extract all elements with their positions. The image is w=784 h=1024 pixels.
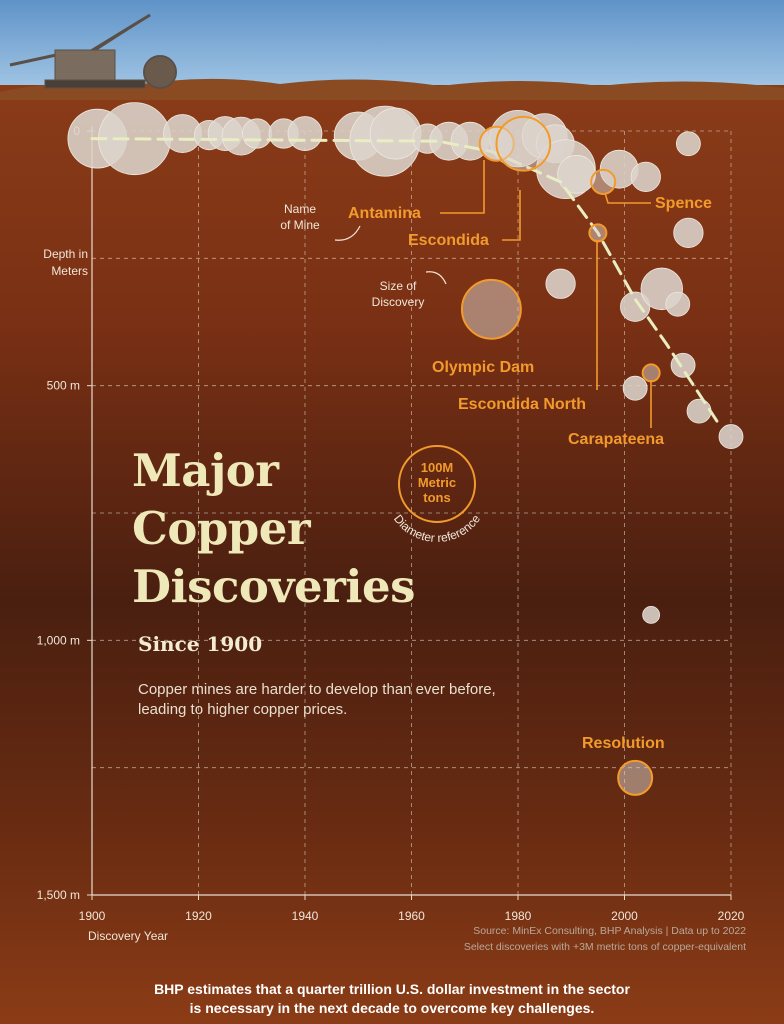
mine-label: Olympic Dam [432, 359, 534, 376]
y-axis-label-line-2: Meters [51, 264, 88, 278]
x-axis-label: Discovery Year [88, 929, 168, 943]
source-line-2: Select discoveries with +3M metric tons … [464, 939, 746, 955]
name-hint-line-1: Name [284, 202, 316, 216]
name-hint-line-2: of Mine [280, 218, 320, 232]
discovery-bubble [666, 292, 690, 316]
discovery-bubble [288, 117, 322, 151]
x-tick-label: 1920 [185, 909, 212, 923]
chart-subtitle: Since 1900 [138, 632, 262, 656]
discovery-bubble [719, 425, 743, 449]
discovery-bubble [558, 155, 596, 193]
discovery-bubble [687, 399, 711, 423]
named-mine-bubble [618, 761, 652, 795]
named-mine-bubble [496, 117, 550, 171]
mine-label: Carapateena [568, 431, 664, 448]
discovery-bubble [674, 218, 703, 247]
discovery-bubble [623, 376, 647, 400]
mine-label: Escondida [408, 232, 489, 249]
discovery-bubble [676, 132, 700, 156]
title-line-1: Major [132, 442, 532, 500]
named-mine-bubble [589, 224, 606, 241]
footer-line-2: is necessary in the next decade to overc… [0, 999, 784, 1018]
discovery-bubble [631, 162, 660, 191]
mine-label: Spence [655, 195, 712, 212]
y-axis-label-line-1: Depth in [43, 247, 88, 261]
chart-description: Copper mines are harder to develop than … [138, 680, 498, 720]
x-tick-label: 1960 [398, 909, 425, 923]
mine-label: Resolution [582, 735, 665, 752]
source-note: Source: MinEx Consulting, BHP Analysis |… [464, 923, 746, 955]
size-hint-line-2: Discovery [372, 295, 425, 309]
x-tick-label: 2020 [718, 909, 745, 923]
footer-line-1: BHP estimates that a quarter trillion U.… [0, 980, 784, 999]
discovery-bubble [643, 606, 660, 623]
chart-title: Major Copper Discoveries [132, 442, 532, 616]
mine-label: Escondida North [458, 396, 586, 413]
title-line-3: Discoveries [132, 558, 532, 616]
x-tick-label: 2000 [611, 909, 638, 923]
x-tick-label: 1940 [292, 909, 319, 923]
discovery-bubble [242, 119, 271, 148]
discovery-bubble [546, 269, 575, 298]
x-tick-label: 1980 [505, 909, 532, 923]
size-hint-line-1: Size of [380, 279, 417, 293]
footer-note: BHP estimates that a quarter trillion U.… [0, 980, 784, 1018]
named-mine-bubble [643, 364, 660, 381]
named-mine-bubble [591, 170, 615, 194]
y-tick-label: 1,000 m [37, 633, 80, 647]
title-line-2: Copper [132, 500, 532, 558]
mine-label: Antamina [348, 205, 421, 222]
source-line-1: Source: MinEx Consulting, BHP Analysis |… [464, 923, 746, 939]
x-tick-label: 1900 [79, 909, 106, 923]
named-mine-bubble [462, 280, 521, 339]
y-tick-label: 1,500 m [37, 888, 80, 902]
y-tick-label: 500 m [47, 379, 80, 393]
